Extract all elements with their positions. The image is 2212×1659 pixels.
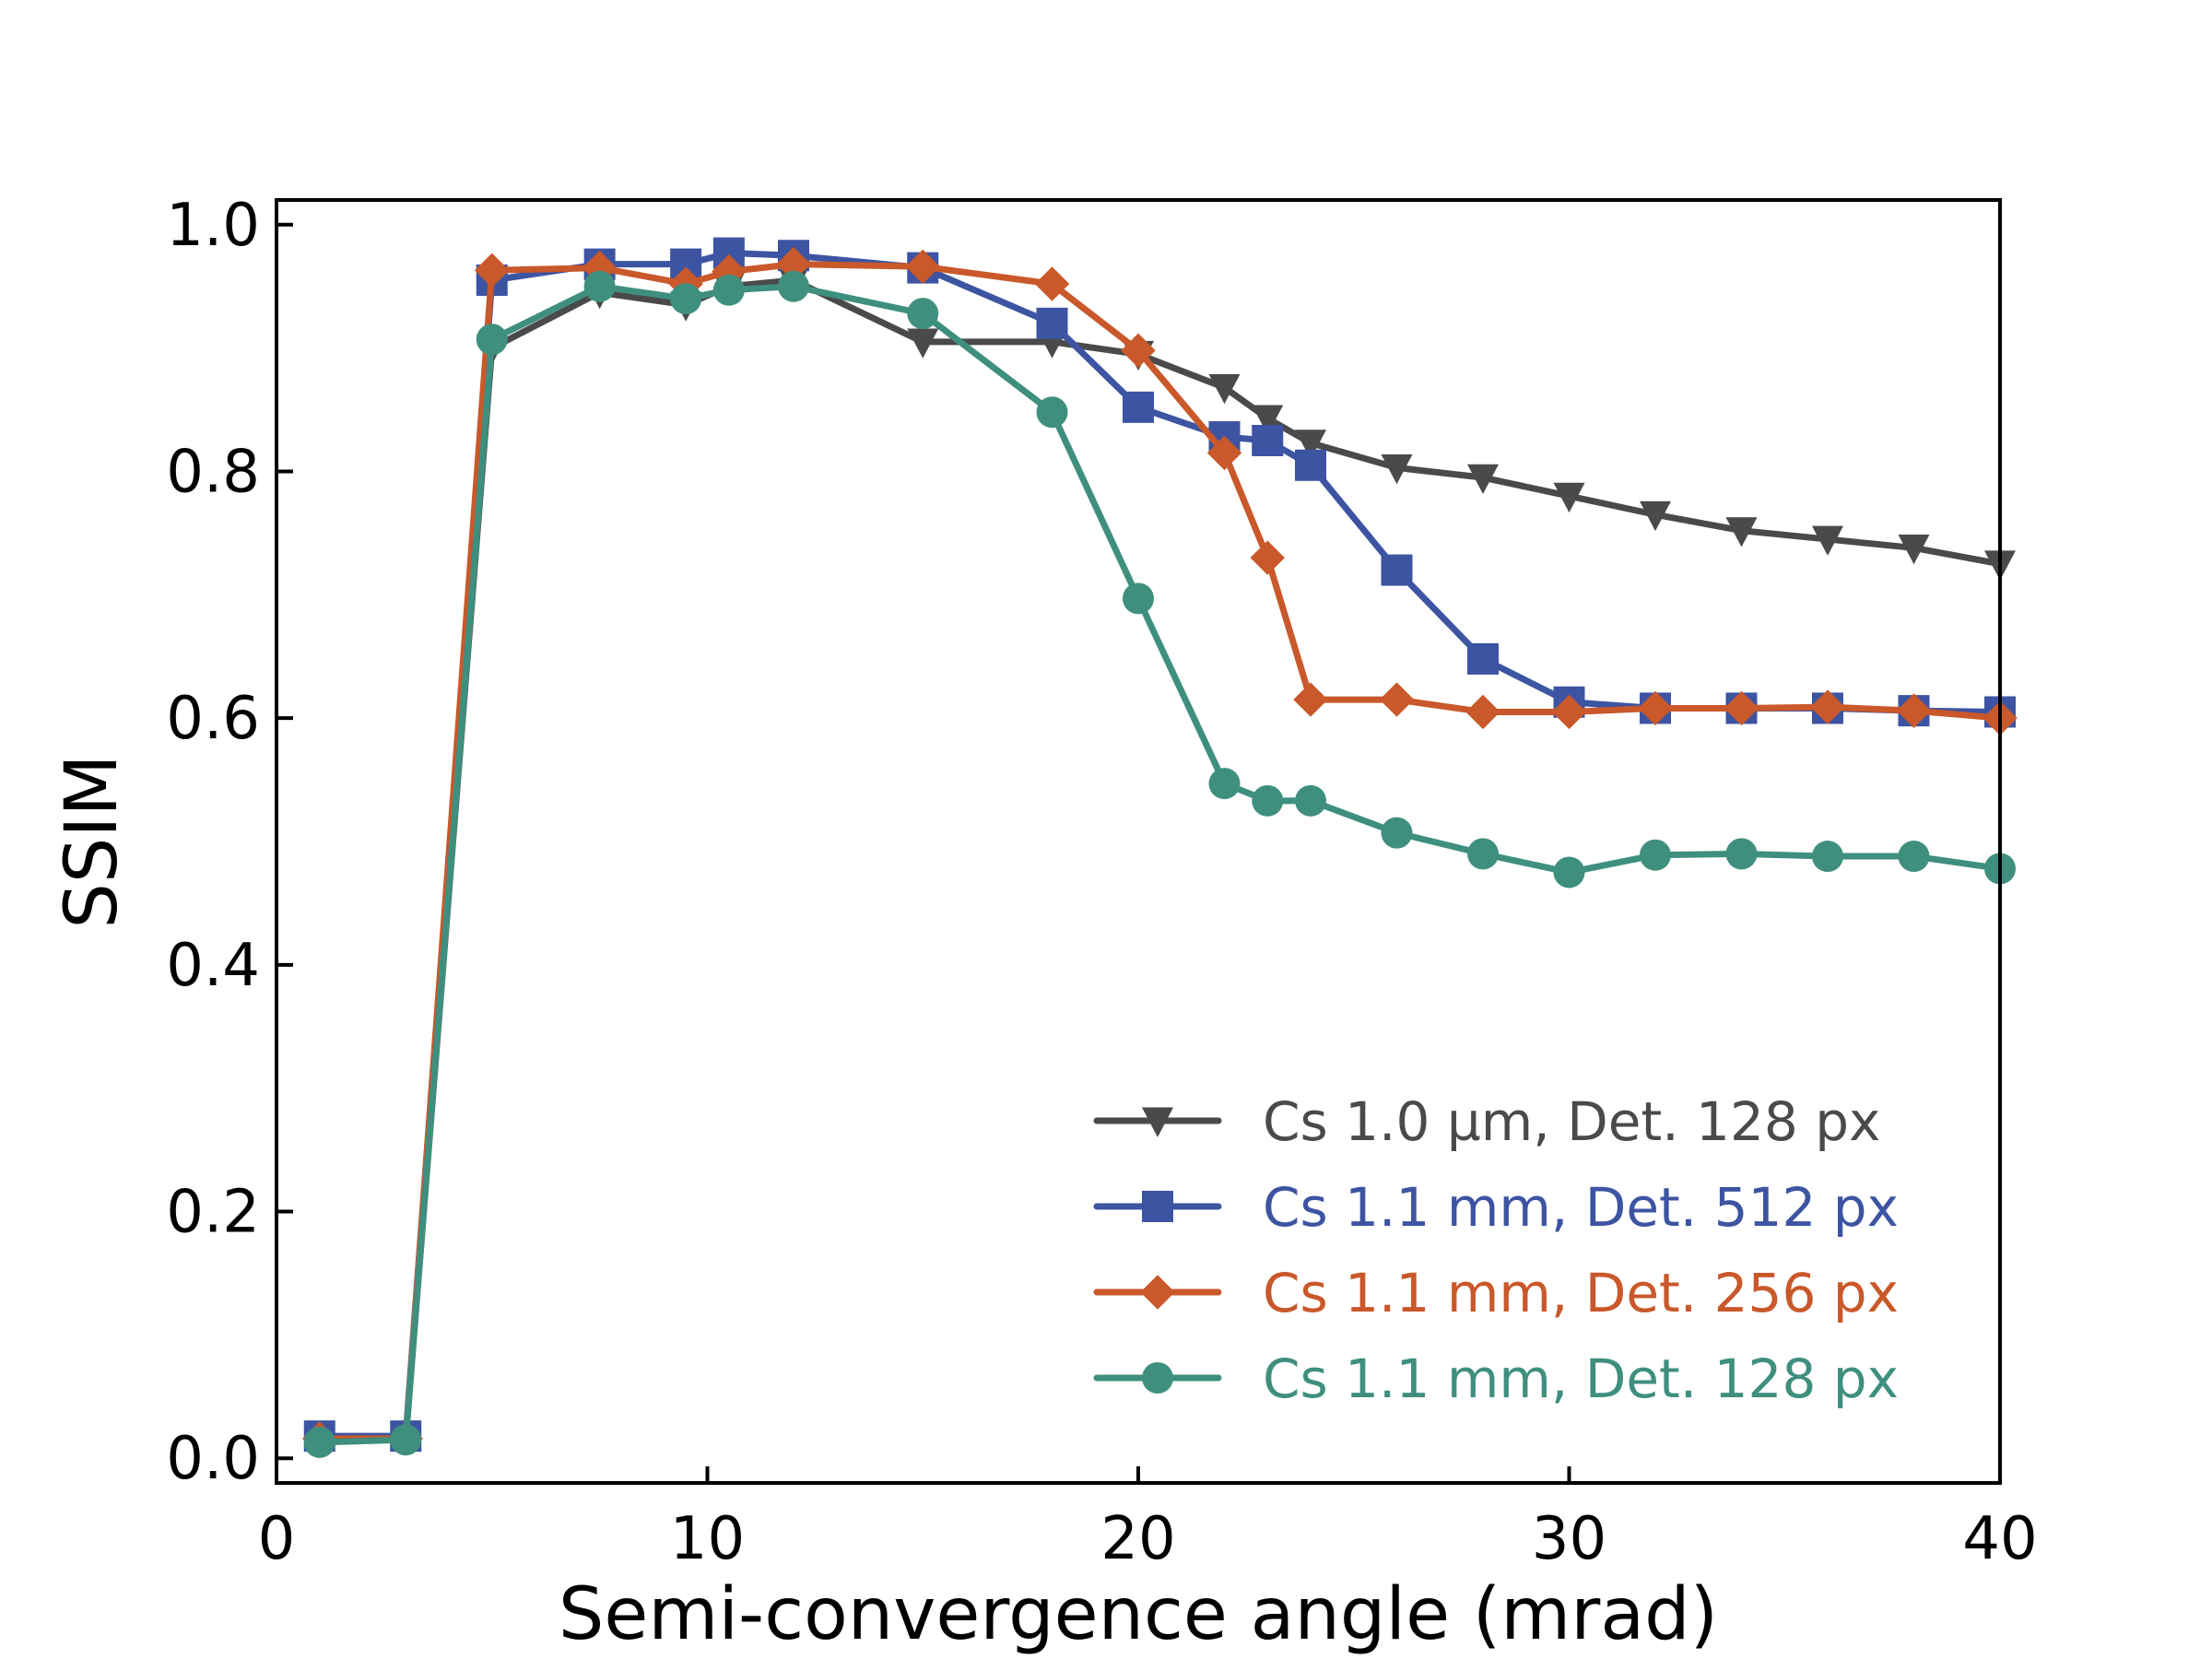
circle-point [1036, 396, 1068, 429]
diamond-point [905, 249, 940, 284]
triangle-down-point [1142, 1107, 1173, 1137]
y-tick-label: 0.8 [166, 438, 260, 506]
series-layer [302, 237, 2018, 1458]
circle-point [670, 283, 702, 315]
square-point [1036, 307, 1068, 339]
x-tick-label: 30 [1532, 1505, 1606, 1573]
triangle-down-point [907, 328, 939, 359]
square-point [1252, 425, 1284, 456]
legend: Cs 1.0 µm, Det. 128 px Cs 1.1 mm, Det. 51… [1093, 1090, 1899, 1410]
x-tick-label: 10 [670, 1505, 745, 1573]
circle-point [1812, 841, 1843, 873]
diamond-point [1206, 435, 1242, 471]
triangle-down-point [1208, 373, 1241, 405]
y-tick-label: 0.6 [166, 685, 260, 753]
circle-point [1208, 768, 1241, 800]
y-axis-label: SSIM [51, 754, 134, 928]
triangle-down-point [1812, 525, 1843, 556]
triangle-down-point [1898, 534, 1930, 565]
circle-point [1553, 856, 1585, 888]
legend-item: Cs 1.1 mm, Det. 128 px [1093, 1347, 1899, 1410]
legend-label: Cs 1.1 mm, Det. 128 px [1263, 1347, 1899, 1410]
x-tick-label: 20 [1100, 1505, 1175, 1573]
square-point [1123, 391, 1154, 423]
y-tick-label: 0.2 [166, 1179, 260, 1247]
square-point [1381, 554, 1413, 586]
legend-item: Cs 1.0 µm, Det. 128 px [1093, 1090, 1880, 1153]
circle-point [1252, 784, 1284, 817]
circle-point [778, 270, 809, 302]
circle-point [1123, 582, 1154, 615]
y-tick-label: 1.0 [166, 192, 260, 260]
diamond-point [1638, 690, 1673, 726]
x-axis-label: Semi-convergence angle (mrad) [559, 1573, 1718, 1656]
circle-point [907, 298, 939, 330]
circle-point [1142, 1362, 1173, 1394]
circle-point [1898, 841, 1930, 873]
y-tick-label: 0.4 [166, 932, 260, 1000]
triangle-down-point [1725, 517, 1758, 547]
diamond-point [1379, 682, 1415, 717]
triangle-down-point [1553, 482, 1585, 513]
legend-label: Cs 1.1 mm, Det. 256 px [1263, 1262, 1899, 1324]
triangle-down-point [1295, 429, 1326, 460]
circle-point [390, 1424, 422, 1456]
axis-layer: 0 10 20 30 40 0.0 0.2 0.4 0.6 0.8 1.0 [166, 192, 2038, 1573]
triangle-down-point [1467, 464, 1499, 495]
diamond-point [475, 253, 510, 288]
diamond-point [1551, 694, 1587, 730]
legend-label: Cs 1.0 µm, Det. 128 px [1263, 1090, 1880, 1153]
series-3 [303, 270, 2016, 1458]
circle-point [1381, 817, 1413, 849]
triangle-down-point [1381, 453, 1413, 485]
triangle-down-point [1252, 405, 1284, 435]
legend-label: Cs 1.1 mm, Det. 512 px [1263, 1176, 1899, 1239]
square-point [1295, 449, 1326, 481]
square-point [1142, 1191, 1173, 1222]
circle-point [1725, 838, 1758, 870]
circle-point [303, 1426, 335, 1458]
circle-point [583, 270, 616, 302]
triangle-down-point [1640, 500, 1671, 532]
legend-item: Cs 1.1 mm, Det. 256 px [1093, 1262, 1899, 1324]
diamond-point [1121, 333, 1156, 368]
circle-point [712, 274, 745, 306]
diamond-point [1140, 1275, 1175, 1310]
y-tick-label: 0.0 [166, 1425, 260, 1493]
circle-point [1640, 839, 1671, 871]
legend-item: Cs 1.1 mm, Det. 512 px [1093, 1176, 1899, 1239]
diamond-point [1034, 266, 1070, 301]
diamond-point [1896, 693, 1932, 728]
x-tick-label: 0 [258, 1505, 296, 1573]
diamond-point [1250, 540, 1285, 575]
diamond-point [776, 246, 811, 282]
circle-point [1467, 838, 1499, 870]
x-tick-label: 40 [1962, 1505, 2037, 1573]
diamond-point [1724, 690, 1759, 726]
circle-point [476, 324, 508, 356]
diamond-point [1810, 689, 1845, 724]
diamond-point [1293, 682, 1328, 717]
diamond-point [1465, 694, 1500, 730]
square-point [1467, 642, 1499, 675]
circle-point [1295, 784, 1326, 817]
